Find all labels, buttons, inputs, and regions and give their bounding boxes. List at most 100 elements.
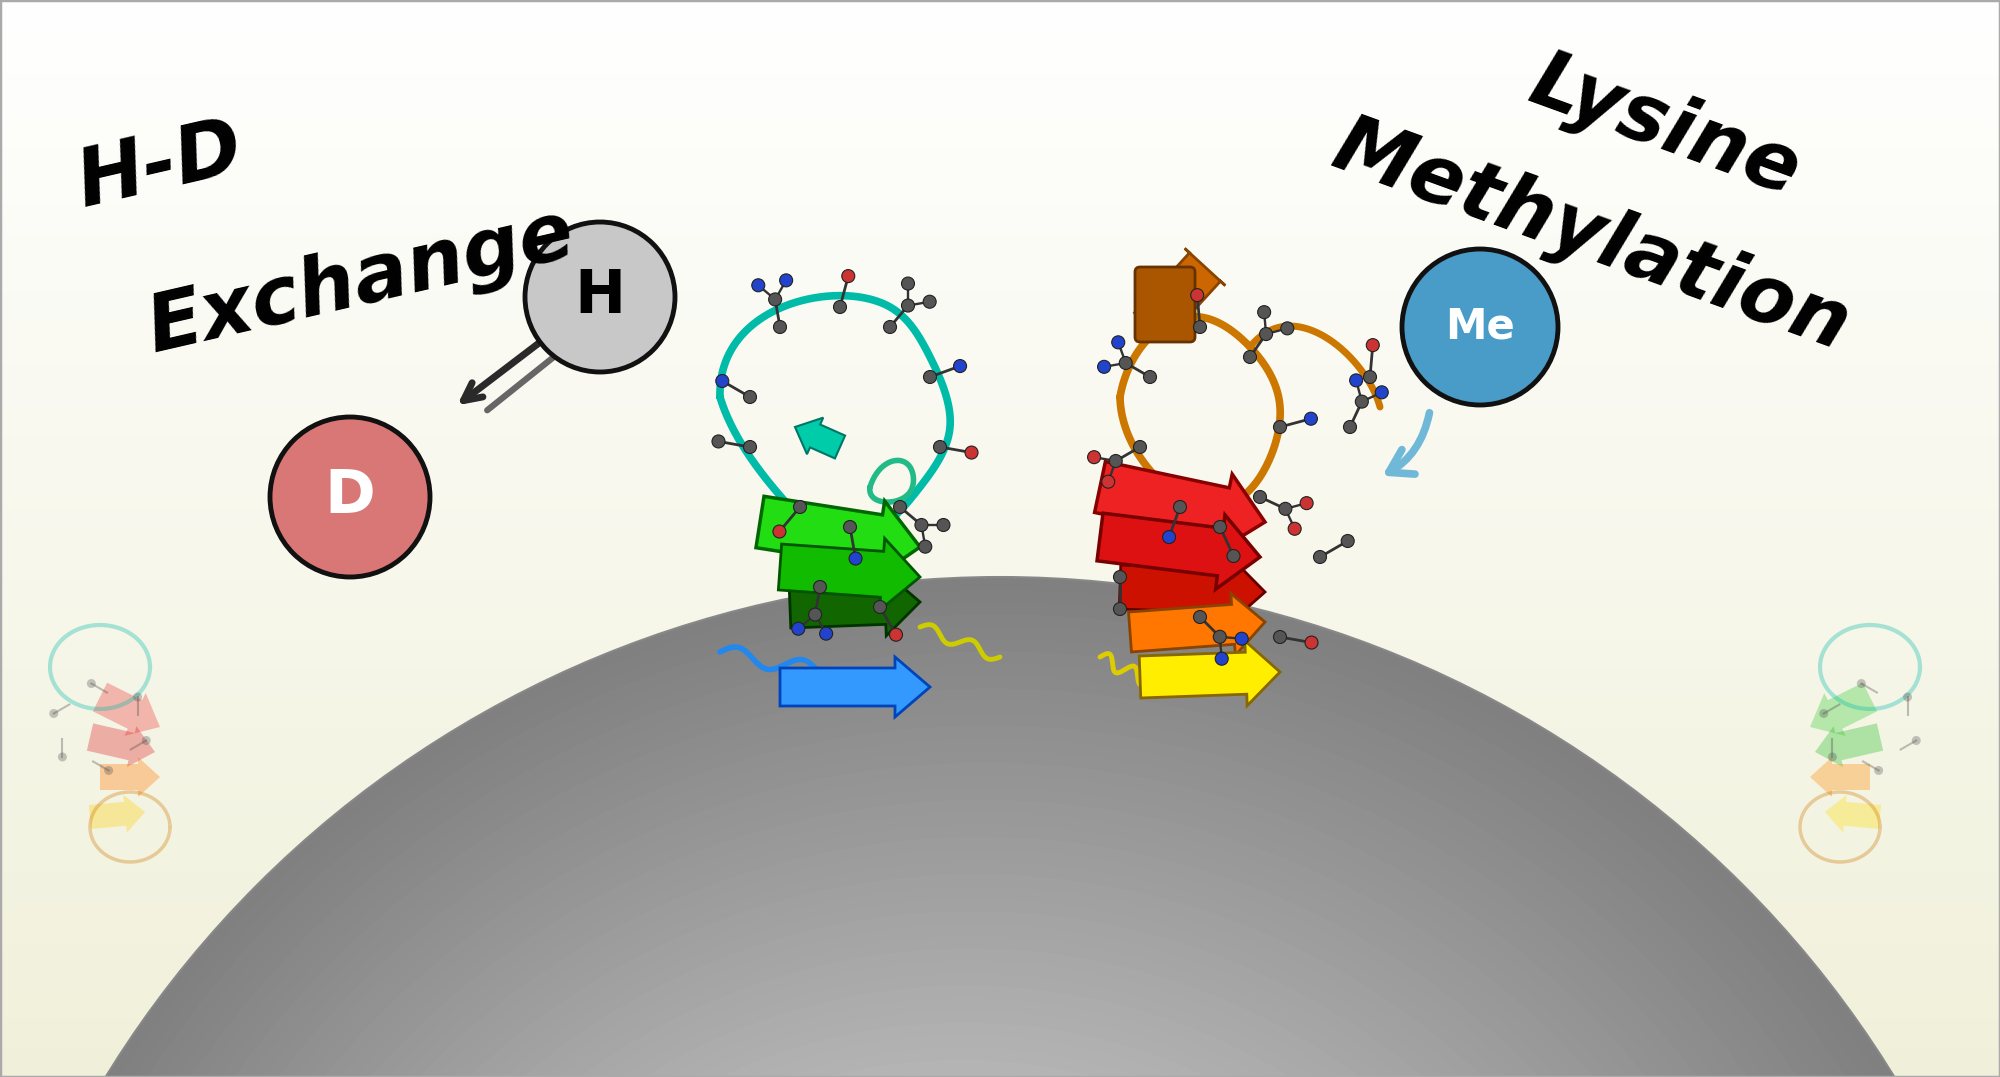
Circle shape: [270, 417, 430, 577]
Ellipse shape: [0, 614, 2000, 1077]
Ellipse shape: [278, 911, 1668, 1077]
Circle shape: [1904, 693, 1912, 701]
Ellipse shape: [84, 713, 1894, 1077]
Ellipse shape: [120, 751, 1852, 1077]
Ellipse shape: [22, 652, 1966, 1077]
Circle shape: [1288, 522, 1302, 535]
Circle shape: [142, 736, 150, 745]
Ellipse shape: [108, 738, 1866, 1077]
Text: D: D: [324, 467, 376, 527]
Circle shape: [1194, 321, 1206, 334]
Circle shape: [86, 679, 96, 688]
Ellipse shape: [216, 850, 1740, 1077]
Ellipse shape: [422, 1060, 1500, 1077]
Circle shape: [58, 753, 66, 761]
Circle shape: [902, 277, 914, 290]
Ellipse shape: [96, 726, 1880, 1077]
Circle shape: [1260, 327, 1272, 340]
Circle shape: [1280, 322, 1294, 335]
Circle shape: [820, 627, 832, 640]
Circle shape: [1258, 306, 1270, 319]
Circle shape: [842, 269, 854, 282]
Circle shape: [1088, 450, 1100, 464]
Circle shape: [1236, 632, 1248, 645]
Ellipse shape: [374, 1010, 1556, 1077]
FancyArrow shape: [86, 724, 156, 767]
Ellipse shape: [398, 1035, 1528, 1077]
Ellipse shape: [0, 602, 2000, 1077]
Circle shape: [1300, 496, 1314, 509]
Circle shape: [792, 623, 804, 635]
Circle shape: [890, 628, 902, 641]
Circle shape: [744, 440, 756, 453]
Ellipse shape: [204, 837, 1754, 1077]
Ellipse shape: [350, 985, 1584, 1077]
Circle shape: [1214, 520, 1226, 533]
Circle shape: [1114, 571, 1126, 584]
Ellipse shape: [254, 886, 1696, 1077]
Ellipse shape: [386, 1022, 1542, 1077]
Circle shape: [1350, 374, 1362, 387]
Circle shape: [1314, 550, 1326, 563]
Circle shape: [1820, 709, 1828, 718]
Circle shape: [1110, 454, 1122, 467]
Circle shape: [884, 321, 896, 334]
Ellipse shape: [192, 825, 1768, 1077]
Circle shape: [1194, 611, 1206, 624]
Circle shape: [1134, 440, 1146, 453]
FancyArrow shape: [1098, 513, 1260, 589]
Ellipse shape: [0, 589, 2000, 1077]
Ellipse shape: [266, 898, 1682, 1077]
Circle shape: [954, 360, 966, 373]
Circle shape: [716, 375, 728, 388]
Circle shape: [1162, 531, 1176, 544]
Circle shape: [1102, 475, 1114, 488]
Circle shape: [850, 553, 862, 565]
Circle shape: [934, 440, 946, 453]
FancyArrow shape: [100, 757, 160, 797]
Circle shape: [1356, 395, 1368, 408]
Text: Me: Me: [1446, 306, 1514, 348]
Circle shape: [1216, 653, 1228, 666]
FancyArrow shape: [1134, 249, 1226, 341]
Circle shape: [1402, 249, 1558, 405]
Circle shape: [1098, 361, 1110, 374]
Text: H: H: [574, 267, 626, 326]
Ellipse shape: [362, 997, 1570, 1077]
Ellipse shape: [46, 676, 1936, 1077]
FancyArrow shape: [1120, 557, 1264, 625]
Ellipse shape: [314, 948, 1626, 1077]
Circle shape: [774, 321, 786, 334]
FancyArrow shape: [1128, 593, 1266, 655]
Circle shape: [1304, 412, 1318, 425]
Ellipse shape: [240, 875, 1712, 1077]
Circle shape: [1376, 386, 1388, 398]
Circle shape: [1342, 534, 1354, 547]
Circle shape: [134, 693, 142, 701]
Circle shape: [780, 274, 792, 286]
Circle shape: [712, 435, 724, 448]
Circle shape: [1856, 679, 1866, 688]
Ellipse shape: [338, 973, 1598, 1077]
FancyArrow shape: [1140, 641, 1280, 705]
Circle shape: [902, 299, 914, 312]
FancyArrow shape: [796, 418, 846, 459]
Ellipse shape: [228, 862, 1726, 1077]
Ellipse shape: [0, 577, 2000, 1077]
FancyArrow shape: [1816, 724, 1884, 767]
Circle shape: [814, 581, 826, 593]
FancyArrow shape: [1810, 757, 1870, 797]
FancyArrow shape: [92, 683, 160, 736]
Circle shape: [1874, 766, 1884, 775]
Circle shape: [844, 520, 856, 533]
Text: Exchange: Exchange: [140, 195, 582, 369]
Circle shape: [1174, 501, 1186, 514]
Ellipse shape: [302, 936, 1640, 1077]
Ellipse shape: [144, 775, 1824, 1077]
Circle shape: [50, 709, 58, 718]
Circle shape: [1114, 602, 1126, 615]
FancyArrow shape: [778, 538, 920, 611]
FancyArrow shape: [790, 571, 920, 635]
Ellipse shape: [326, 961, 1612, 1077]
Ellipse shape: [290, 923, 1654, 1077]
